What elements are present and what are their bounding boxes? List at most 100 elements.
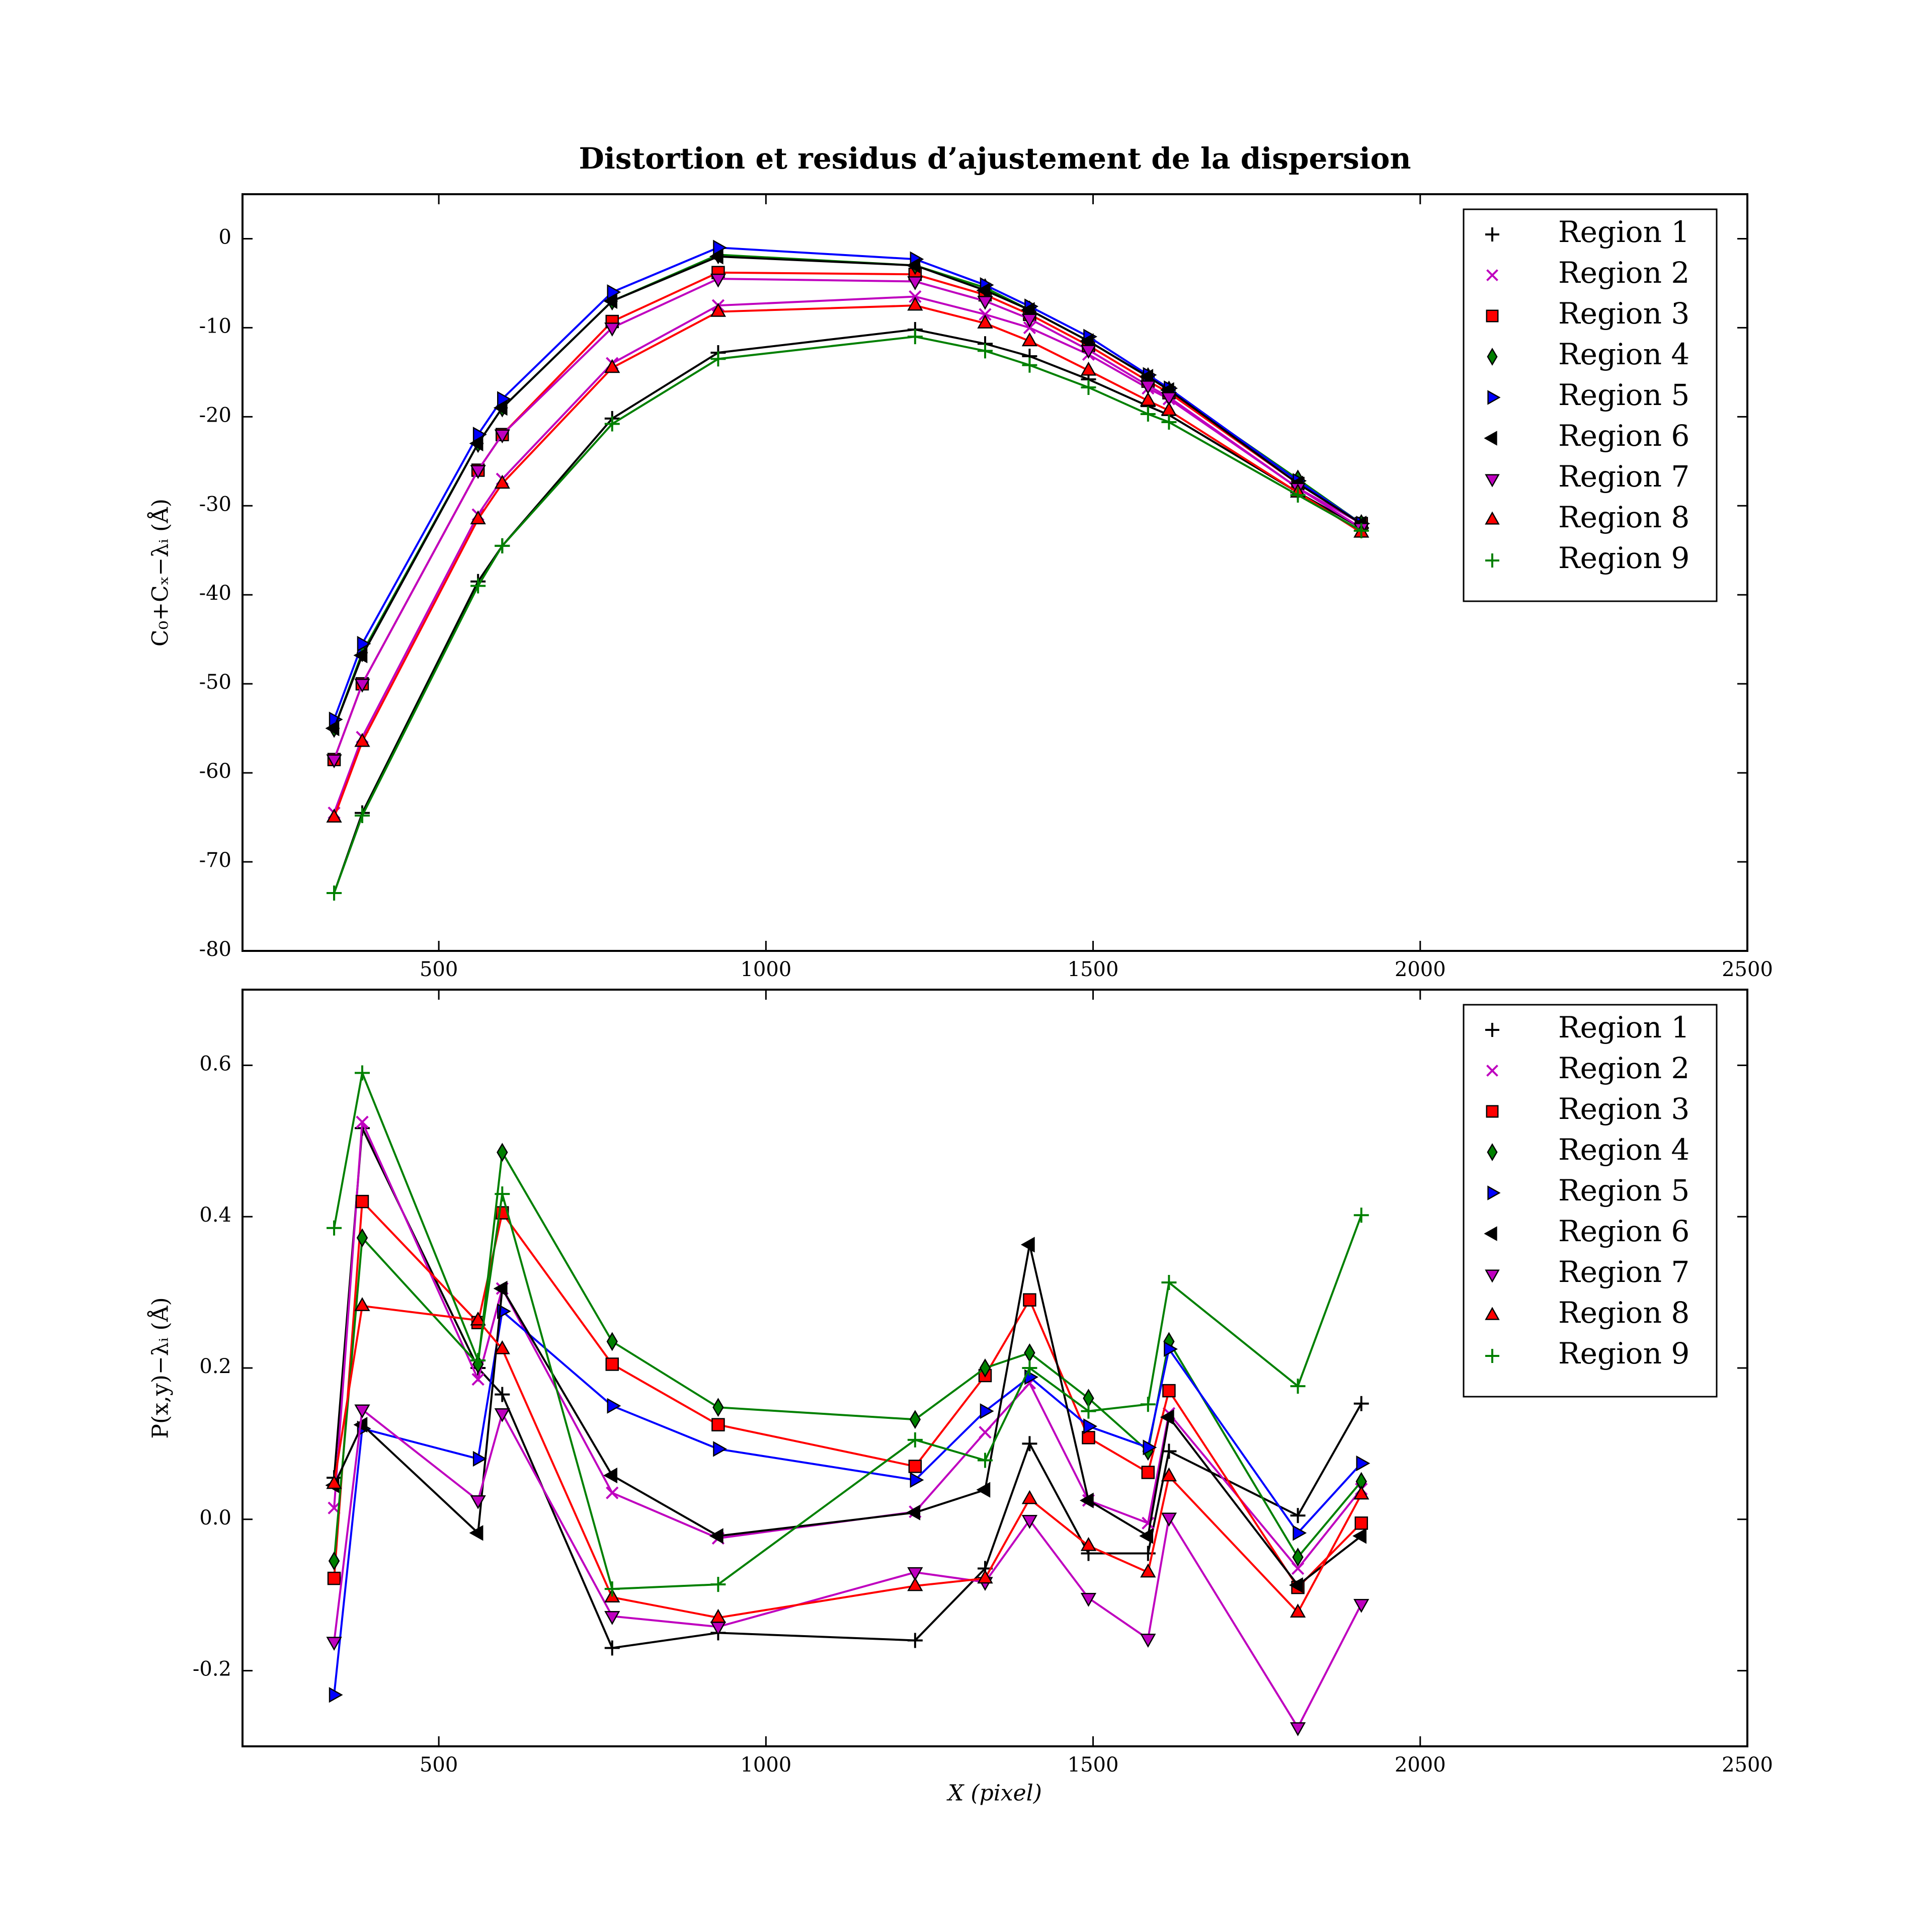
data-point [1289, 1577, 1303, 1593]
data-point [1022, 1360, 1037, 1376]
data-point [1079, 1492, 1094, 1508]
legend-label: Region 2 [1558, 1051, 1689, 1085]
data-point [710, 351, 726, 367]
data-point [494, 1408, 510, 1422]
data-point [1140, 380, 1156, 394]
data-point [326, 1637, 342, 1651]
x-tick-label: 500 [420, 1753, 458, 1777]
data-point [495, 1387, 510, 1402]
x-tick-label: 2500 [1722, 958, 1773, 981]
data-point [1291, 1562, 1305, 1575]
data-point [472, 1451, 487, 1467]
data-point [495, 1186, 510, 1202]
data-point [977, 314, 993, 329]
data-point [1290, 488, 1306, 503]
data-point [604, 359, 620, 373]
legend-marker [1486, 309, 1499, 323]
legend-label: Region 2 [1558, 256, 1689, 290]
data-point [979, 308, 992, 321]
data-point [1081, 1403, 1096, 1419]
data-point [709, 1528, 723, 1544]
data-point [1353, 1396, 1369, 1411]
data-point [1290, 1603, 1306, 1618]
data-point [329, 1687, 343, 1703]
y-tick-label: 0 [219, 225, 231, 249]
data-point [1162, 1384, 1176, 1398]
data-point [1354, 1516, 1368, 1530]
data-point [327, 1220, 342, 1236]
data-point [354, 1297, 370, 1311]
y-axis-label: P(x,y)−λᵢ (Å) [147, 1297, 174, 1438]
data-point [907, 329, 923, 345]
y-tick-label: -30 [199, 493, 231, 516]
data-point [604, 1640, 620, 1656]
y-axis-label: C₀+Cₓ−λᵢ (Å) [147, 499, 174, 647]
legend-label: Region 3 [1558, 296, 1689, 331]
data-point [327, 885, 342, 901]
data-point [604, 1611, 620, 1625]
data-point [494, 1340, 510, 1354]
x-tick-label: 500 [420, 958, 458, 981]
data-point [606, 1332, 618, 1351]
data-point [1080, 361, 1097, 376]
y-tick-label: 0.6 [199, 1052, 231, 1075]
legend-marker [1484, 431, 1497, 446]
legend-label: Region 7 [1558, 459, 1689, 494]
data-point [354, 808, 370, 824]
data-point [711, 1418, 725, 1432]
data-point [907, 1633, 923, 1648]
data-point [603, 293, 617, 309]
data-point [470, 578, 486, 594]
legend-label: Region 1 [1558, 1010, 1689, 1044]
data-point [1353, 1485, 1370, 1500]
y-tick-label: -60 [199, 760, 231, 783]
data-point [606, 1486, 619, 1499]
data-point [1161, 414, 1177, 430]
data-point [469, 435, 484, 452]
legend-label: Region 8 [1558, 500, 1689, 534]
legend-label: Region 8 [1558, 1296, 1689, 1330]
x-tick-label: 2000 [1395, 958, 1446, 981]
data-point [1164, 1341, 1178, 1357]
data-point [1021, 332, 1038, 347]
data-point [979, 1358, 991, 1378]
data-point [1022, 357, 1037, 373]
legend-marker [1486, 1065, 1498, 1077]
data-point [604, 323, 620, 337]
legend-label: Region 5 [1558, 378, 1689, 412]
data-point [470, 1352, 486, 1368]
data-point [1161, 1467, 1177, 1482]
data-point [907, 276, 923, 290]
data-point [907, 1567, 923, 1581]
data-point [1353, 1208, 1369, 1223]
data-point [470, 1495, 486, 1509]
data-point [1143, 1439, 1157, 1456]
data-point [326, 809, 342, 823]
data-point [1021, 1490, 1038, 1504]
y-tick-label: -50 [199, 671, 231, 694]
x-tick-label: 2000 [1395, 1753, 1446, 1777]
data-point [907, 296, 923, 311]
data-point [604, 416, 620, 432]
data-point [710, 303, 727, 317]
data-point [604, 1581, 620, 1597]
y-tick-label: -20 [199, 404, 231, 427]
data-point [355, 1194, 369, 1209]
data-point [328, 1551, 340, 1571]
legend-label: Region 3 [1558, 1092, 1689, 1126]
data-point [977, 343, 993, 359]
data-point [493, 1280, 508, 1297]
data-point [1140, 1563, 1156, 1578]
data-point [1140, 391, 1156, 406]
data-point [1081, 379, 1096, 395]
data-point [710, 273, 727, 288]
data-point [1021, 313, 1038, 328]
legend-label: Region 9 [1558, 541, 1689, 575]
data-point [1352, 1528, 1366, 1544]
data-point [977, 296, 993, 310]
series-line [333, 1407, 1362, 1730]
legend-marker [1487, 1143, 1498, 1161]
data-point [497, 1143, 508, 1162]
data-point [1022, 1436, 1037, 1452]
legend-label: Region 5 [1558, 1173, 1689, 1208]
